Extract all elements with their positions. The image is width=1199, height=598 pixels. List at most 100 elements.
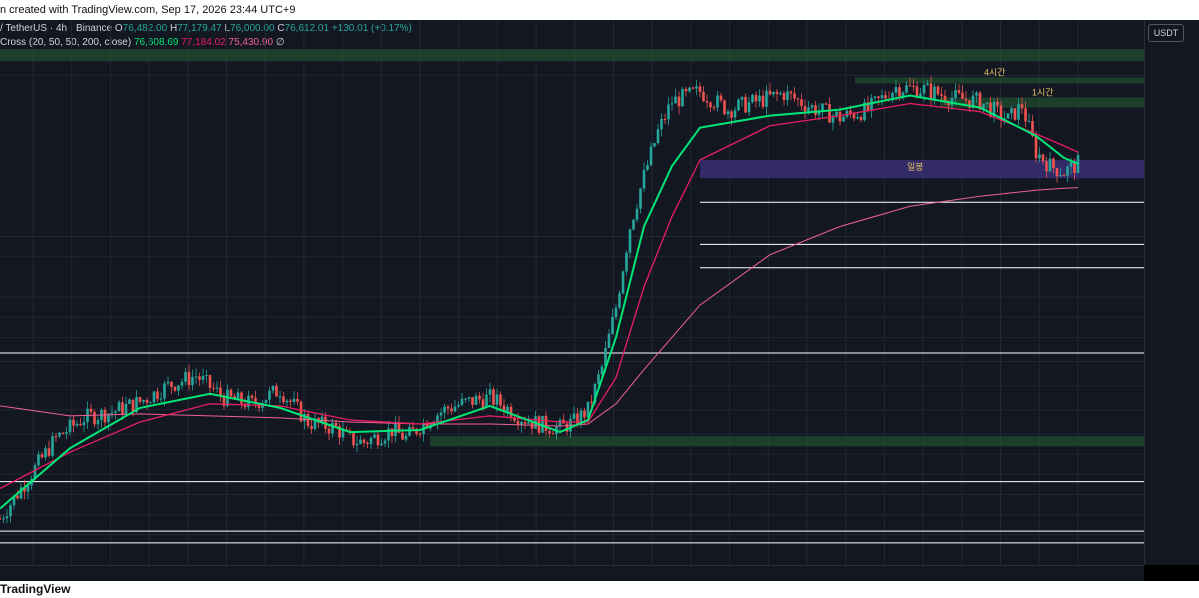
candle-body: [894, 87, 898, 93]
candle-body: [779, 93, 782, 95]
candle-body: [1062, 175, 1066, 177]
candle-body: [758, 95, 761, 102]
candle-body: [691, 87, 695, 89]
ma-fast-line: [0, 94, 1079, 510]
candle-body: [513, 418, 516, 421]
candle-body: [607, 333, 611, 348]
candle-body: [478, 395, 481, 400]
candle-body: [1010, 108, 1013, 114]
candle-body: [716, 95, 719, 108]
candle-body: [1059, 175, 1062, 177]
low-label: L: [224, 23, 231, 34]
candle-body: [782, 93, 786, 100]
price-axis[interactable]: [1144, 20, 1199, 565]
candle-body: [926, 83, 929, 86]
candle-body: [590, 401, 593, 403]
candle-body: [695, 86, 698, 89]
candle-body: [807, 107, 810, 112]
candle-body: [964, 98, 968, 101]
candle-body: [65, 432, 68, 434]
candle-body: [390, 428, 394, 437]
candle-body: [754, 94, 758, 102]
candle-body: [800, 99, 803, 107]
candle-body: [299, 401, 303, 422]
candle-body: [411, 426, 415, 429]
candle-body: [548, 430, 551, 434]
candle-body: [492, 389, 495, 405]
ma-slow-line: [0, 187, 1079, 427]
candle-body: [1055, 168, 1059, 177]
candle-body: [803, 106, 807, 112]
candle-body: [527, 422, 530, 424]
candle-body: [387, 428, 390, 441]
candle-body: [397, 423, 401, 433]
candle-body: [131, 399, 135, 412]
candle-body: [408, 426, 411, 436]
ma-mid-line: [0, 102, 1079, 490]
candle-body: [1027, 121, 1031, 123]
candle-body: [775, 91, 779, 95]
high-label: H: [169, 23, 178, 34]
candle-body: [884, 95, 887, 99]
candle-body: [61, 432, 65, 434]
candle-body: [313, 418, 317, 429]
time-axis[interactable]: [0, 565, 1144, 581]
candle-body: [579, 410, 583, 425]
candle-body: [124, 403, 128, 415]
zone-rect: [855, 77, 1144, 84]
candle-body: [19, 487, 23, 499]
candle-body: [1038, 154, 1041, 159]
visibility-icon[interactable]: ∅: [275, 37, 285, 48]
candle-body: [282, 396, 285, 403]
candle-body: [933, 86, 936, 99]
candle-body: [908, 85, 912, 87]
candle-body: [723, 100, 726, 115]
candle-body: [373, 434, 376, 438]
candle-body: [23, 487, 26, 492]
candle-body: [1034, 135, 1038, 159]
candle-body: [824, 103, 828, 105]
candle-body: [1076, 155, 1080, 173]
candle-body: [842, 116, 845, 122]
candle-body: [142, 400, 145, 402]
candle-body: [922, 85, 926, 94]
candle-body: [1073, 162, 1076, 173]
candle-body: [114, 411, 117, 413]
candle-body: [436, 415, 439, 423]
candle-body: [219, 387, 222, 397]
candle-body: [761, 95, 765, 107]
candle-body: [103, 409, 107, 423]
candle-body: [453, 406, 457, 412]
candle-body: [51, 436, 54, 456]
candle-body: [733, 110, 737, 118]
candle-body: [719, 95, 723, 101]
candle-body: [597, 374, 600, 384]
candle-body: [1024, 108, 1027, 122]
candle-body: [145, 400, 149, 403]
candle-body: [303, 413, 306, 422]
candle-body: [264, 399, 268, 404]
candle-body: [891, 92, 894, 101]
candle-body: [229, 389, 233, 397]
candle-body: [474, 395, 478, 405]
candle-body: [614, 307, 618, 317]
candle-body: [912, 85, 915, 87]
candle-body: [751, 94, 754, 103]
candle-body: [789, 91, 793, 94]
candle-body: [107, 413, 110, 423]
candle-body: [1006, 113, 1010, 119]
zone-rect: [700, 159, 1144, 179]
candle-body: [292, 398, 296, 402]
candle-body: [9, 505, 12, 517]
candle-body: [278, 396, 282, 398]
zone-rect: [0, 49, 1144, 62]
candle-body: [383, 440, 387, 444]
currency-button[interactable]: USDT: [1148, 24, 1184, 42]
candle-body: [936, 86, 940, 95]
candle-body: [684, 88, 688, 92]
candle-body: [72, 419, 75, 426]
candle-body: [327, 428, 331, 434]
grid-lines: [0, 20, 1144, 565]
candle-body: [817, 110, 821, 115]
candle-body: [793, 93, 796, 99]
